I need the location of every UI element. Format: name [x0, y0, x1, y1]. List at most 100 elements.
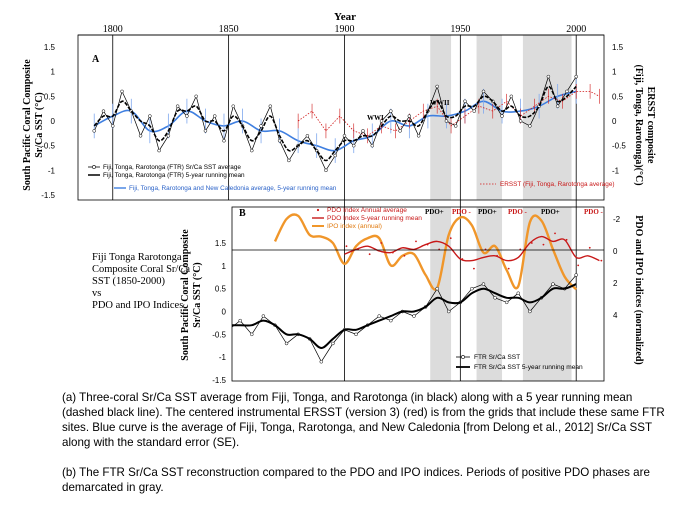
ftr-avg-point: [101, 109, 106, 113]
ytick-a-right-1: 1: [612, 68, 617, 77]
series-ftr-mean: [93, 85, 577, 162]
pdo-annual-point: [449, 237, 452, 240]
ftr-avg-point: [333, 153, 337, 158]
phase-label-5: PDO+: [541, 208, 560, 216]
ytick-b--1.5: -1.5: [212, 376, 226, 385]
ftr-avg-point: [277, 138, 282, 143]
side-note-line: Fiji Tonga Rarotonga: [92, 252, 182, 263]
legend-ipo: IPO index (annual): [327, 223, 382, 230]
ftr-sst-point: [227, 328, 230, 331]
panel-a-ylabel-right: ERSST composite (Fiji, Tonga, Rarotonga)…: [633, 64, 656, 185]
panel-b-frame: [231, 206, 605, 382]
figure: Year 1800 1850 1900 1950 2000 A B 1.510.50-0…: [22, 11, 656, 385]
ftr-avg-point: [250, 148, 254, 153]
pdo-annual-point: [403, 254, 406, 257]
pdo-phase-labels: PDO+ PDO - PDO+ PDO - PDO+ PDO -: [425, 208, 604, 216]
side-note-line: vs: [92, 288, 102, 299]
legend-ersst: ERSST (Fiji, Tonga, Rarotonga average): [500, 181, 615, 188]
panel-b-label: B: [239, 208, 246, 219]
panel-a-ylabel: South Pacific Coral Composite Sr/Ca SST …: [22, 59, 45, 191]
ytick-a-1.5: 1.5: [44, 43, 56, 52]
ftr-avg-point: [435, 84, 439, 89]
ftr-avg-point: [500, 114, 504, 118]
panel-a-legend: Fiji, Tonga, Rarotonga (FTR) Sr/Ca SST a…: [88, 164, 615, 192]
ftr-sst-point: [528, 309, 532, 314]
pdo-annual-point: [496, 254, 498, 257]
phase-label-1: PDO+: [425, 208, 444, 216]
ftr-avg-point: [111, 124, 115, 128]
legend-ftr-sst: FTR Sr/Ca SST: [474, 354, 520, 361]
panel-a-series: [92, 74, 600, 173]
pdo-positive-band-a-0: [430, 35, 452, 200]
pdo-annual-point: [600, 259, 603, 262]
ytick-a-0: 0: [51, 117, 56, 126]
pdo-annual-point: [345, 245, 348, 248]
ftr-sst-point: [516, 291, 521, 295]
ftr-avg-point: [463, 99, 467, 104]
side-note-line: Composite Coral Sr/Ca: [92, 264, 190, 275]
ftr-sst-point: [412, 314, 416, 318]
panel-b-ylabel-right-text: PDO and IPO indices (normalized): [633, 215, 644, 364]
ftr-sst-point: [574, 273, 578, 277]
ftr-sst-point: [238, 318, 242, 323]
ftr-avg-point: [351, 143, 356, 148]
ytick-a--1: -1: [48, 166, 56, 175]
pdo-annual-point: [426, 243, 429, 246]
legend-ftr-sst-mean: FTR Sr/Ca SST 5-year running mean: [474, 364, 583, 371]
ftr-avg-point: [546, 74, 551, 79]
ftr-sst-point: [354, 332, 358, 337]
ftr-avg-point: [389, 109, 393, 113]
ftr-sst-point: [250, 332, 254, 337]
legend-pdo-mean: PDO Index 5-year running mean: [327, 215, 422, 222]
year-tick-labels: 1800 1850 1900 1950 2000: [103, 24, 586, 35]
pdo-positive-band-a-2: [522, 35, 572, 200]
pdo-annual-point: [588, 246, 591, 249]
ftr-avg-point: [194, 94, 198, 99]
pdo-annual-point: [565, 238, 568, 241]
ftr-avg-point: [175, 104, 180, 108]
panel-a-yticks-right: 1.5 1 0.5 0 -0.5 -1: [612, 43, 626, 175]
caption-b: (b) The FTR Sr/Ca SST reconstruction com…: [62, 466, 650, 494]
panel-b-yticks: 1.5 1 0.5 0 -0.5 -1 -1.5: [212, 239, 226, 385]
pdo-annual-point: [415, 240, 417, 243]
year-tick-1900: 1900: [334, 24, 354, 35]
ftr-avg-point: [379, 119, 384, 123]
panel-b-yticks-right: -2 0 2 4: [613, 215, 621, 320]
ftr-avg-point: [259, 124, 263, 128]
ytick-b--1: -1: [219, 353, 227, 362]
ftr-avg-point: [444, 119, 449, 123]
panel-b-shading: [430, 207, 572, 381]
ftr-sst-point: [504, 300, 509, 305]
ftr-sst-point: [551, 282, 555, 286]
series-ipo: [273, 213, 578, 291]
ftr-avg-point: [287, 158, 291, 163]
ytick-a-0.5: 0.5: [44, 92, 56, 101]
annotation-wwi: WWI: [367, 114, 384, 122]
ftr-avg-point: [222, 138, 226, 143]
phase-label-2: PDO -: [452, 208, 472, 216]
ftr-sst-point: [481, 282, 486, 286]
ytick-a-right-1.5: 1.5: [612, 43, 624, 52]
series-ftr-sst-mean: [232, 283, 577, 350]
ftr-avg-point: [185, 114, 189, 118]
ytick-b--0.5: -0.5: [212, 330, 226, 339]
side-note: Fiji Tonga Rarotonga Composite Coral Sr/…: [92, 252, 242, 312]
legend-ftr-avg: Fiji, Tonga, Rarotonga (FTR) Sr/Ca SST a…: [103, 164, 241, 171]
ftr-sst-point: [446, 309, 451, 314]
pdo-annual-point: [554, 232, 556, 235]
ftr-sst-point: [319, 359, 324, 364]
ftr-avg-point: [305, 134, 310, 138]
ftr-avg-point: [574, 74, 578, 79]
legend-ftr-mean: Fiji, Tonga, Rarotonga (FTR) 5-year runn…: [103, 172, 245, 179]
ftr-avg-point: [342, 134, 347, 138]
ytick-b-0.5: 0.5: [215, 285, 227, 294]
ftr-sst-point: [493, 296, 497, 300]
ytick-b-1.5: 1.5: [215, 239, 227, 248]
ftr-avg-point: [407, 114, 412, 118]
ftr-sst-point: [389, 318, 393, 323]
panel-b-legend-top: PDO Index Annual average PDO Index 5-yea…: [312, 207, 422, 230]
panel-a-ylabel-line1: South Pacific Coral Composite: [22, 59, 33, 191]
ytick-b-right--2: -2: [613, 215, 621, 224]
pdo-annual-point: [577, 264, 580, 267]
ftr-avg-point: [453, 124, 458, 128]
